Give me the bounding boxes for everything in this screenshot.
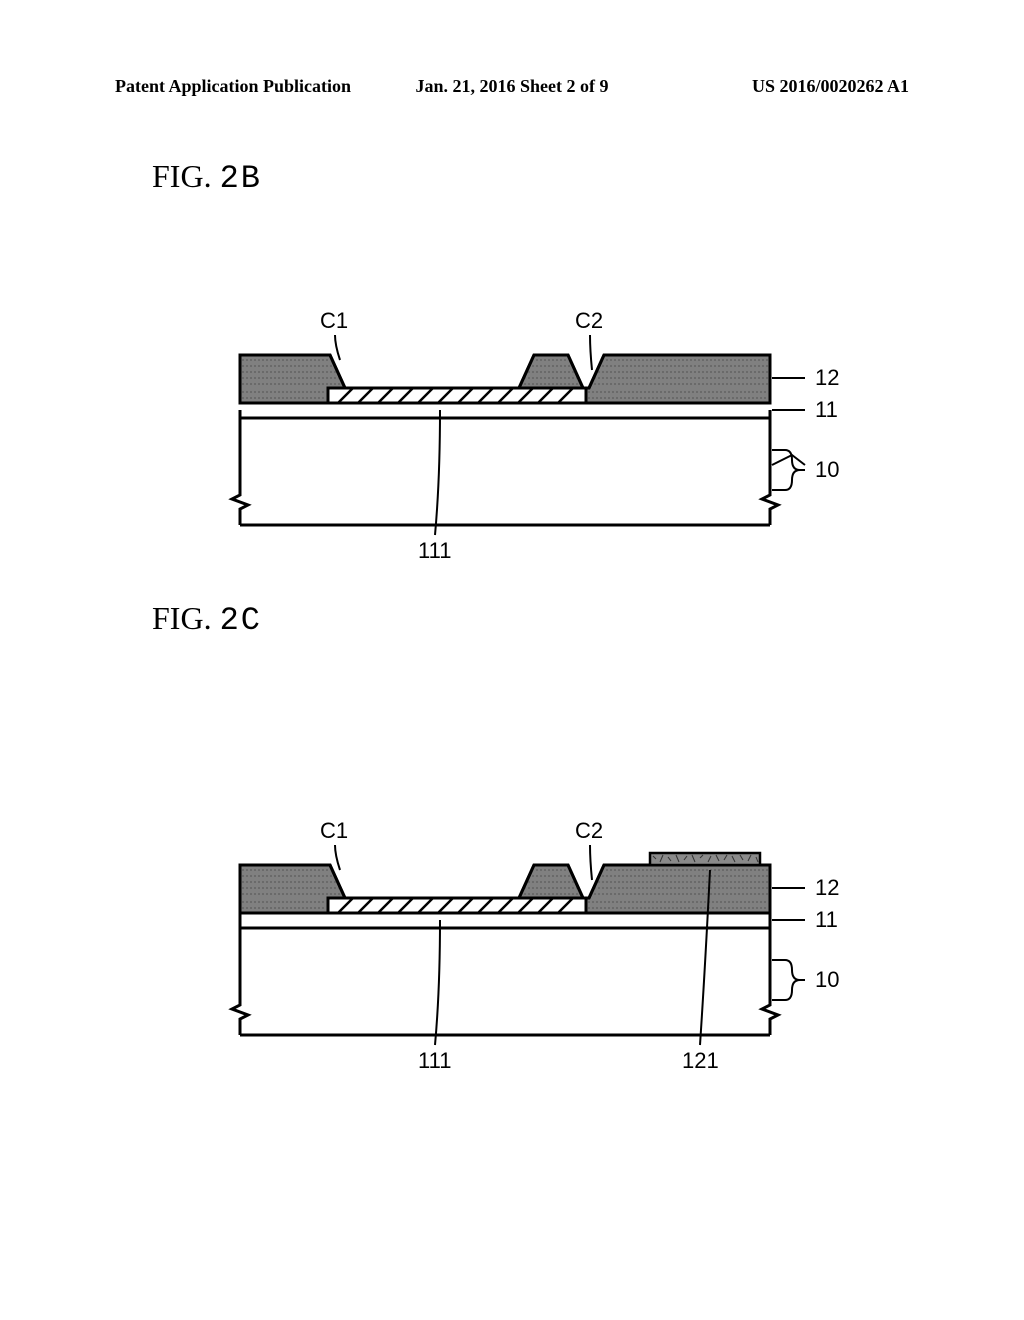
label-111: 111 — [418, 538, 451, 560]
label-11: 11 — [815, 397, 838, 422]
fig-prefix: FIG. — [152, 600, 212, 636]
label-10: 10 — [815, 457, 839, 482]
label-121: 121 — [682, 1048, 719, 1073]
label-111: 111 — [418, 1048, 451, 1073]
figure-2c-label: FIG. 2C — [152, 600, 262, 639]
figure-2b-svg: C1 C2 12 11 10 111 — [210, 300, 880, 560]
label-c1: C1 — [320, 818, 348, 843]
label-12: 12 — [815, 875, 839, 900]
figure-2c-svg: C1 C2 12 11 10 111 121 — [210, 810, 880, 1090]
label-11: 11 — [815, 907, 838, 932]
page-header: Patent Application Publication Jan. 21, … — [0, 76, 1024, 97]
label-c2: C2 — [575, 818, 603, 843]
label-c1: C1 — [320, 308, 348, 333]
figure-2c-diagram: C1 C2 12 11 10 111 121 — [210, 810, 880, 1090]
label-10: 10 — [815, 967, 839, 992]
figure-2b-label: FIG. 2B — [152, 158, 262, 197]
fig-number: 2C — [220, 602, 262, 639]
label-12: 12 — [815, 365, 839, 390]
fig-number: 2B — [220, 160, 262, 197]
figure-2b-diagram: C1 C2 12 11 10 111 — [210, 300, 880, 560]
header-right: US 2016/0020262 A1 — [752, 76, 909, 97]
header-left: Patent Application Publication — [115, 76, 351, 97]
label-c2: C2 — [575, 308, 603, 333]
fig-prefix: FIG. — [152, 158, 212, 194]
header-center: Jan. 21, 2016 Sheet 2 of 9 — [416, 76, 609, 97]
